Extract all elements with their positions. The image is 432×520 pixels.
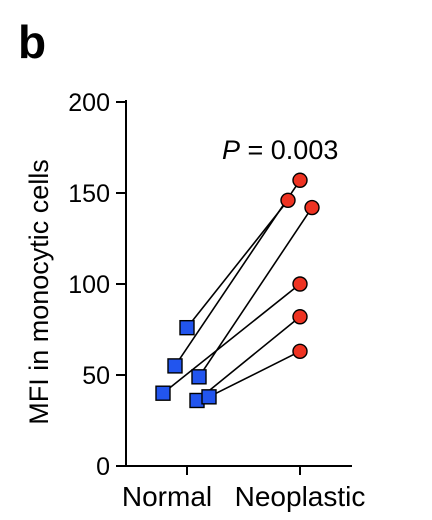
- pair-line: [162, 283, 301, 394]
- y-axis-label: MFI in monocytic cells: [24, 159, 54, 425]
- data-points: [155, 172, 320, 409]
- pair-line: [208, 350, 301, 398]
- neoplastic-point: [304, 199, 320, 216]
- neoplastic-point: [292, 309, 308, 325]
- p-value-annotation: P = 0.003: [222, 135, 338, 165]
- p-value-text: = 0.003: [240, 135, 338, 165]
- y-tick-label: 100: [68, 271, 110, 299]
- neoplastic-point: [292, 276, 308, 292]
- neoplastic-point: [280, 192, 296, 208]
- neoplastic-point: [292, 343, 308, 360]
- normal-point: [167, 358, 183, 374]
- x-tick-label: Normal: [122, 481, 212, 512]
- y-tick-label: 200: [68, 89, 110, 117]
- pair-lines: [162, 179, 313, 402]
- normal-point: [179, 319, 195, 336]
- pair-line: [196, 316, 301, 402]
- y-tick-label: 50: [82, 362, 110, 390]
- neoplastic-point: [292, 172, 308, 188]
- pair-line: [186, 199, 289, 329]
- y-tick-label: 0: [96, 453, 110, 481]
- panel-letter: b: [18, 16, 46, 68]
- x-tick-label: Neoplastic: [235, 481, 366, 512]
- x-ticks: Normal Neoplastic: [122, 466, 365, 512]
- y-tick-label: 150: [68, 180, 110, 208]
- normal-point: [201, 389, 217, 405]
- p-symbol: P: [222, 135, 240, 165]
- y-ticks: 0 50 100 150 200: [68, 89, 126, 481]
- pair-line: [174, 179, 301, 367]
- pair-line: [198, 207, 313, 378]
- normal-point: [155, 385, 171, 401]
- normal-point: [191, 369, 207, 385]
